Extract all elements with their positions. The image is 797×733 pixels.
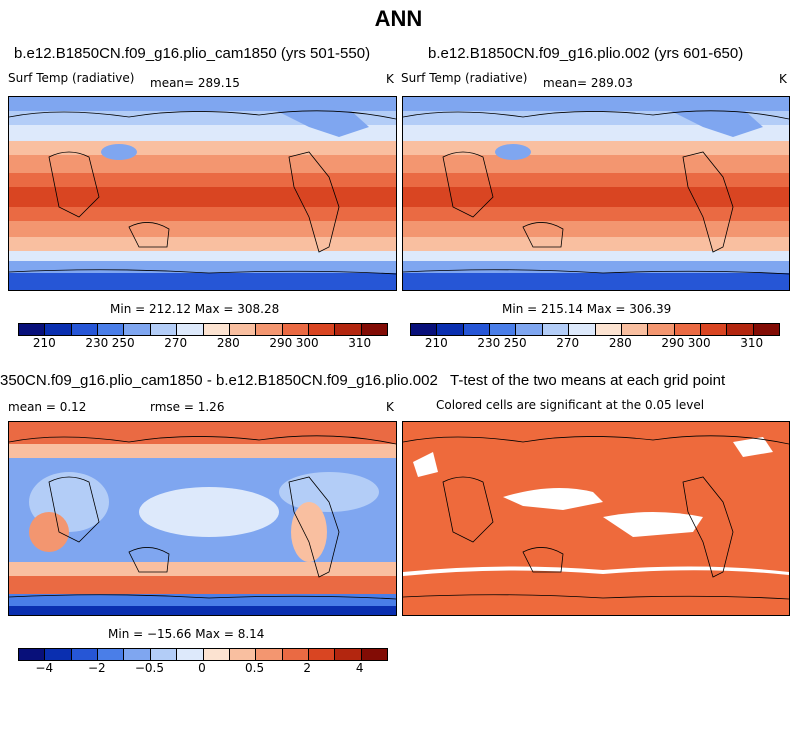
panel3-title: 350CN.f09_g16.plio_cam1850 - b.e12.B1850… [0, 372, 438, 389]
colorbar-tick-label: 230 [85, 336, 109, 350]
colorbar-swatch [595, 324, 622, 335]
colorbar-tick-label: 300 [295, 336, 319, 350]
colorbar-swatch [124, 649, 151, 660]
colorbar-tick-label: 0.5 [245, 661, 265, 675]
colorbar-swatch [71, 649, 99, 660]
colorbar-tick-label: −0.5 [134, 661, 164, 675]
colorbar-swatch [124, 324, 151, 335]
colorbar-tick-label: 310 [740, 336, 764, 350]
colorbar-swatch [727, 324, 754, 335]
panel1-mean: mean= 289.15 [150, 76, 240, 90]
panel4-map [402, 421, 790, 616]
colorbar-tick-label: 250 [111, 336, 135, 350]
colorbar-tick-label: 310 [348, 336, 372, 350]
colorbar-tick-label: 270 [164, 336, 188, 350]
panel2-map [402, 96, 790, 291]
colorbar-swatch [674, 324, 701, 335]
colorbar-swatch [569, 324, 596, 335]
colorbar-swatch [335, 649, 362, 660]
colorbar-swatch [256, 324, 283, 335]
panel1-variable: Surf Temp (radiative) [8, 71, 135, 85]
panel1-title: b.e12.B1850CN.f09_g16.plio_cam1850 (yrs … [14, 45, 371, 62]
colorbar-tick-label: 250 [503, 336, 527, 350]
colorbar-swatch [229, 324, 257, 335]
panel3-units: K [386, 400, 394, 414]
panel2-title: b.e12.B1850CN.f09_g16.plio.002 (yrs 601-… [428, 45, 744, 62]
colorbar-swatch [98, 324, 125, 335]
colorbar-tick-label: 290 [661, 336, 685, 350]
colorbar-swatch [700, 324, 728, 335]
panel2-units: K [779, 72, 787, 86]
panel3-colorbar [18, 648, 388, 661]
colorbar-tick-label: −2 [87, 661, 106, 675]
colorbar-swatch [490, 324, 517, 335]
panel1-colorbar [18, 323, 388, 336]
colorbar-tick-label: 300 [687, 336, 711, 350]
colorbar-swatch [542, 324, 570, 335]
colorbar-swatch [411, 324, 438, 335]
panel3-mean: mean = 0.12 [8, 400, 87, 414]
colorbar-tick-label: 230 [477, 336, 501, 350]
colorbar-swatch [437, 324, 464, 335]
colorbar-swatch [282, 649, 309, 660]
colorbar-swatch [45, 649, 72, 660]
colorbar-swatch [361, 649, 388, 660]
page-title: ANN [374, 6, 423, 31]
colorbar-swatch [308, 649, 336, 660]
colorbar-swatch [335, 324, 362, 335]
colorbar-swatch [361, 324, 388, 335]
colorbar-swatch [282, 324, 309, 335]
colorbar-tick-label: 270 [556, 336, 580, 350]
colorbar-tick-label: 210 [32, 336, 56, 350]
colorbar-swatch [71, 324, 99, 335]
colorbar-tick-label: 280 [216, 336, 240, 350]
panel2-colorbar [410, 323, 780, 336]
panel2-mean: mean= 289.03 [543, 76, 633, 90]
colorbar-swatch [203, 649, 230, 660]
colorbar-swatch [648, 324, 675, 335]
colorbar-swatch [150, 324, 178, 335]
colorbar-tick-label: 210 [424, 336, 448, 350]
panel1-map [8, 96, 397, 291]
colorbar-swatch [45, 324, 72, 335]
panel2-colorbar-labels: 210 230 250 270 280 290 300 310 [410, 336, 778, 352]
colorbar-tick-label: 290 [269, 336, 293, 350]
colorbar-swatch [621, 324, 649, 335]
panel3-minmax: Min = −15.66 Max = 8.14 [108, 627, 265, 641]
colorbar-swatch [203, 324, 230, 335]
colorbar-swatch [98, 649, 125, 660]
colorbar-swatch [19, 324, 46, 335]
colorbar-swatch [256, 649, 283, 660]
panel3-map [8, 421, 397, 616]
panel2-variable: Surf Temp (radiative) [401, 71, 528, 85]
colorbar-swatch [516, 324, 543, 335]
panel4-title: T-test of the two means at each grid poi… [450, 372, 726, 389]
panel1-colorbar-labels: 210 230 250 270 280 290 300 310 [18, 336, 386, 352]
colorbar-tick-label: 280 [608, 336, 632, 350]
colorbar-swatch [150, 649, 178, 660]
panel2-minmax: Min = 215.14 Max = 306.39 [502, 302, 672, 316]
colorbar-swatch [19, 649, 46, 660]
panel4-subtitle: Colored cells are significant at the 0.0… [436, 398, 705, 412]
colorbar-swatch [229, 649, 257, 660]
panel3-colorbar-labels: −4 −2 −0.5 0 0.5 2 4 [18, 661, 386, 677]
colorbar-tick-label: 2 [303, 661, 311, 675]
colorbar-swatch [463, 324, 491, 335]
colorbar-swatch [177, 324, 204, 335]
panel1-minmax: Min = 212.12 Max = 308.28 [110, 302, 280, 316]
colorbar-swatch [177, 649, 204, 660]
panel1-units: K [386, 72, 394, 86]
colorbar-tick-label: −4 [35, 661, 54, 675]
colorbar-swatch [753, 324, 780, 335]
colorbar-tick-label: 4 [355, 661, 364, 675]
colorbar-swatch [308, 324, 336, 335]
colorbar-tick-label: 0 [198, 661, 206, 675]
panel3-rmse: rmse = 1.26 [150, 400, 225, 414]
